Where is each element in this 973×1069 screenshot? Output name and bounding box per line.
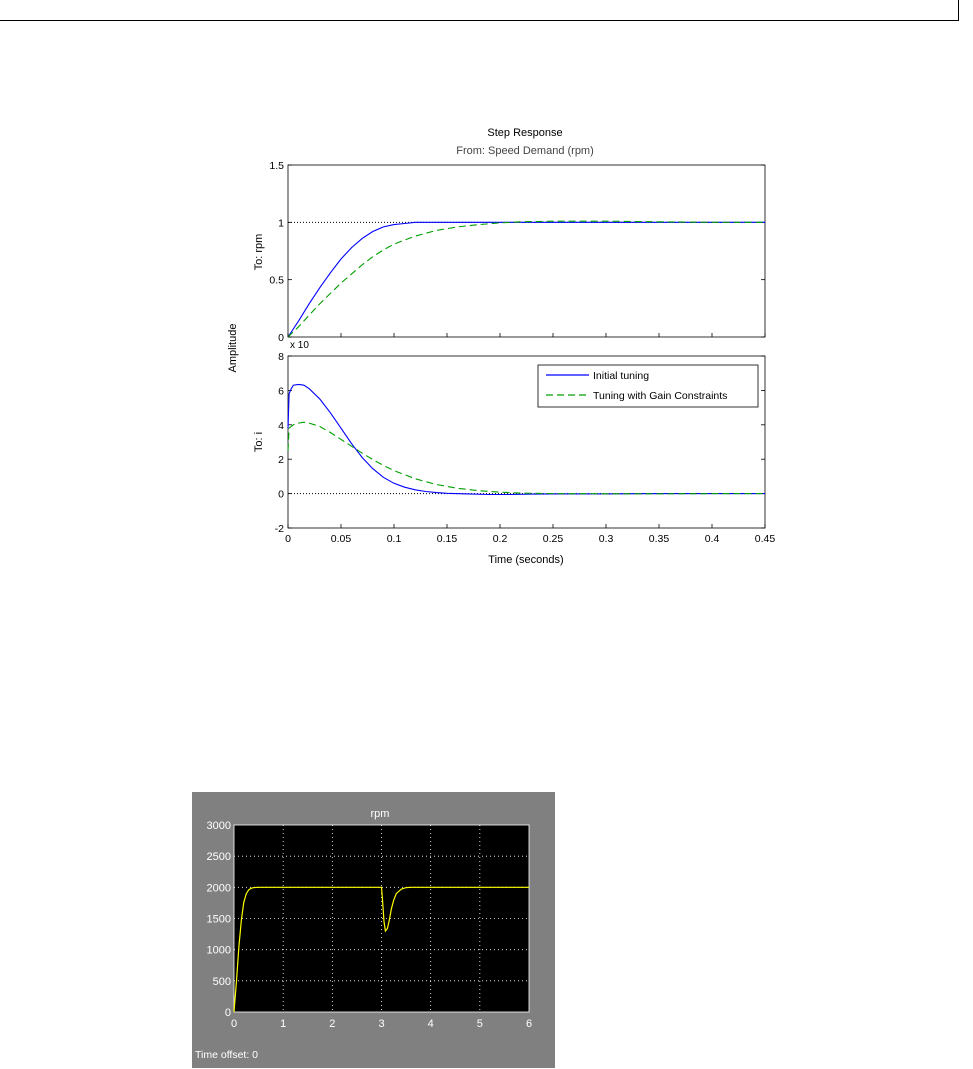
step-response-figure: Step Response From: Speed Demand (rpm) A… [227, 127, 775, 566]
chart-title: Step Response [487, 127, 562, 139]
legend-entry-constrained: Tuning with Gain Constraints [593, 390, 727, 402]
x-tick-label: 0.4 [705, 533, 720, 545]
x-tick-label: 0.25 [543, 533, 564, 545]
scope-y-tick-label: 2500 [207, 851, 231, 863]
chart-subtitle: From: Speed Demand (rpm) [456, 145, 594, 157]
lower-y-tick-label: 6 [278, 385, 284, 397]
lower-subplot-label: To: i [253, 432, 265, 452]
lower-y-ticks: -2 0 2 4 6 8 [275, 351, 765, 535]
upper-axes-box [287, 164, 766, 338]
legend: Initial tuning Tuning with Gain Constrai… [537, 364, 759, 408]
lower-series [287, 383, 765, 496]
scope-footer: Time offset: 0 [195, 1049, 258, 1061]
lower-y-tick-label: -2 [275, 523, 284, 535]
x-tick-label: 0.1 [387, 533, 402, 545]
scope-title: rpm [371, 808, 390, 820]
x-tick-label: 0.3 [599, 533, 614, 545]
y-axis-label: Amplitude [227, 324, 239, 373]
scope-y-tick-label: 1500 [207, 914, 231, 926]
upper-y-tick-label: 0 [278, 332, 284, 344]
x-tick-label: 0 [285, 533, 291, 545]
scope-series-line-0 [233, 886, 529, 1013]
x-tick-label: 0.05 [331, 533, 352, 545]
upper-y-ticks: 0 0.5 1 1.5 [269, 160, 765, 344]
legend-box [537, 364, 759, 408]
scope-y-tick-label: 3000 [207, 820, 231, 832]
scope-x-tick-label: 3 [378, 1018, 384, 1030]
lower-y-tick-label: 2 [278, 454, 284, 466]
upper-y-tick-label: 1.5 [269, 160, 284, 172]
scope-x-tick-label: 0 [231, 1018, 237, 1030]
upper-y-tick-label: 1 [278, 217, 284, 229]
scope-x-tick-label: 6 [526, 1018, 532, 1030]
scope-y-tick-label: 2000 [207, 882, 231, 894]
lower-series-line-0 [287, 383, 765, 496]
scope-x-ticks: 0 1 2 3 4 5 6 [231, 1018, 532, 1030]
scope-axes [233, 824, 530, 1013]
x-tick-label: 0.15 [437, 533, 458, 545]
scope-y-tick-label: 1000 [207, 945, 231, 957]
x-tick-label: 0.35 [649, 533, 670, 545]
upper-axes: 0 0.5 1 1.5 To: rpm [253, 160, 766, 344]
upper-series-line-0 [287, 221, 765, 338]
lower-y-tick-label: 4 [278, 420, 284, 432]
page-rule [0, 20, 958, 21]
upper-y-tick-label: 0.5 [269, 275, 284, 287]
upper-subplot-label: To: rpm [253, 234, 265, 271]
legend-entry-initial: Initial tuning [593, 370, 649, 382]
exponent-label: x 10 [290, 340, 309, 351]
page-corner-rule [958, 0, 959, 21]
scope-x-tick-label: 5 [477, 1018, 483, 1030]
x-tick-label: 0.45 [755, 533, 776, 545]
scope-y-tick-label: 0 [225, 1007, 231, 1019]
x-ticks: 0 0.05 0.1 0.15 0.2 0.25 0.3 0.35 0.4 0.45 [285, 333, 775, 545]
scope-x-tick-label: 2 [329, 1018, 335, 1030]
upper-series [287, 220, 765, 338]
scope-y-tick-label: 500 [213, 976, 231, 988]
lower-series-line-1 [287, 421, 765, 495]
scope-x-tick-label: 1 [280, 1018, 286, 1030]
lower-y-tick-label: 0 [278, 489, 284, 501]
scope-series [233, 886, 529, 1013]
x-axis-label: Time (seconds) [488, 554, 563, 566]
lower-y-tick-label: 8 [278, 351, 284, 363]
x-tick-label: 0.2 [493, 533, 508, 545]
scope-y-ticks: 0 500 1000 1500 2000 2500 3000 [207, 820, 231, 1019]
scope-x-tick-label: 4 [428, 1018, 434, 1030]
